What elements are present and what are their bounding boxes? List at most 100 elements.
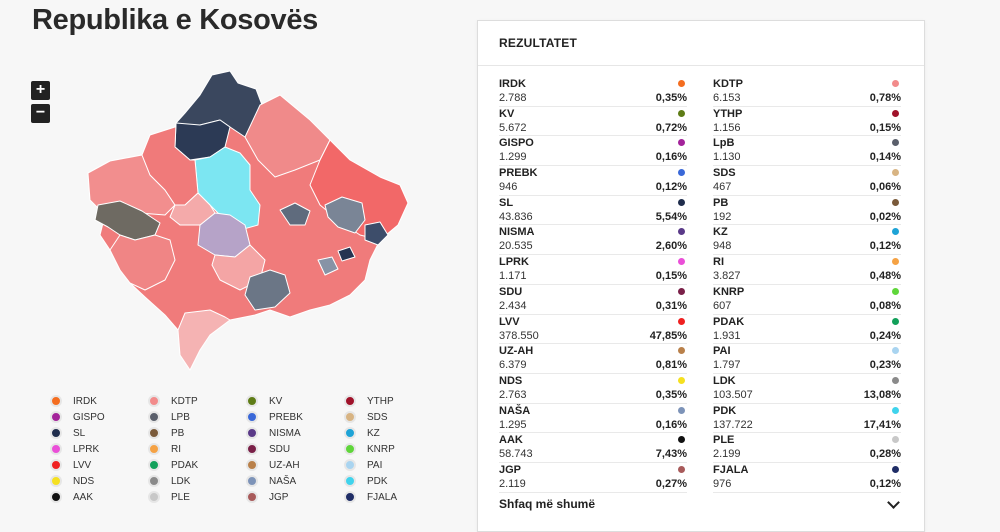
result-item: LVV 378.550 47,85% <box>499 315 687 345</box>
result-item: KDTP 6.153 0,78% <box>713 77 901 107</box>
legend-item[interactable]: KZ <box>344 425 442 441</box>
legend-item[interactable]: LPRK <box>50 441 148 457</box>
party-votes: 5.672 <box>499 121 527 134</box>
map-region-west-center[interactable] <box>141 122 199 206</box>
legend-item[interactable]: KNRP <box>344 441 442 457</box>
legend-label: PDK <box>367 475 388 487</box>
party-name: NDS <box>499 374 523 387</box>
legend-item[interactable]: FJALA <box>344 489 442 505</box>
legend-label: PB <box>171 427 185 439</box>
legend-color-dot <box>344 411 356 423</box>
legend-item[interactable]: SL <box>50 425 148 441</box>
legend-item[interactable]: NAŠA <box>246 473 344 489</box>
party-votes: 3.827 <box>713 270 741 283</box>
party-votes: 378.550 <box>499 329 539 342</box>
party-color-dot <box>892 258 899 266</box>
party-name: PAI <box>713 345 731 358</box>
legend-item[interactable]: LDK <box>148 473 246 489</box>
map-region-far-south[interactable] <box>177 309 231 371</box>
party-color-dot <box>892 139 899 147</box>
party-name: NISMA <box>499 226 535 239</box>
party-votes: 20.535 <box>499 240 533 253</box>
party-color-dot <box>678 317 685 325</box>
party-color-dot <box>678 436 685 444</box>
party-votes: 2.763 <box>499 388 527 401</box>
party-color-dot <box>892 169 899 177</box>
map-region-gray-south[interactable] <box>244 269 291 311</box>
legend-label: PAI <box>367 459 383 471</box>
party-name: PDK <box>713 404 737 417</box>
legend-item[interactable]: SDS <box>344 409 442 425</box>
legend-label: IRDK <box>73 395 97 407</box>
zoom-out-button[interactable]: − <box>31 104 50 123</box>
legend-color-dot <box>50 443 62 455</box>
legend-item[interactable]: PDK <box>344 473 442 489</box>
legend-color-dot <box>148 395 160 407</box>
result-item: PREBK 946 0,12% <box>499 166 687 196</box>
map-region-navy-small[interactable] <box>337 246 356 262</box>
legend-item[interactable]: PAI <box>344 457 442 473</box>
legend-item[interactable]: PLE <box>148 489 246 505</box>
legend-item[interactable]: NISMA <box>246 425 344 441</box>
legend-item[interactable]: YTHP <box>344 393 442 409</box>
map-region-southwest[interactable] <box>109 234 176 291</box>
party-percentage: 5,54% <box>655 210 687 223</box>
legend-item[interactable]: PREBK <box>246 409 344 425</box>
party-name: FJALA <box>713 463 749 476</box>
result-item: KZ 948 0,12% <box>713 225 901 256</box>
legend-item[interactable]: JGP <box>246 489 344 505</box>
legend-item[interactable]: RI <box>148 441 246 457</box>
party-percentage: 0,12% <box>869 240 901 253</box>
legend-color-dot <box>148 427 160 439</box>
map-region-navy-east[interactable] <box>364 221 389 246</box>
party-name: PB <box>713 196 729 209</box>
legend-color-dot <box>50 411 62 423</box>
legend-item[interactable]: IRDK <box>50 393 148 409</box>
legend-color-dot <box>50 459 62 471</box>
party-name: SDS <box>713 167 736 180</box>
results-panel: REZULTATET IRDK 2.788 0,35% KDTP 6.153 0,78% K… <box>477 20 925 532</box>
result-item: SDU 2.434 0,31% <box>499 285 687 315</box>
zoom-in-button[interactable]: + <box>31 81 50 100</box>
result-item: NDS 2.763 0,35% <box>499 374 687 404</box>
legend-item[interactable]: GISPO <box>50 409 148 425</box>
map-region-gray-east-2[interactable] <box>279 202 311 226</box>
legend-item[interactable]: UZ-AH <box>246 457 344 473</box>
legend-color-dot <box>246 411 258 423</box>
party-color-dot <box>892 109 899 117</box>
party-color-dot <box>892 80 899 87</box>
result-item: PLE 2.199 0,28% <box>713 433 901 463</box>
kosovo-municipalities-map[interactable] <box>80 65 420 375</box>
result-item: PDAK 1.931 0,24% <box>713 315 901 345</box>
legend-label: PLE <box>171 491 190 503</box>
party-votes: 1.931 <box>713 329 741 342</box>
party-percentage: 2,60% <box>655 240 687 253</box>
result-item: KNRP 607 0,08% <box>713 285 901 315</box>
result-item: NAŠA 1.295 0,16% <box>499 404 687 434</box>
party-percentage: 0,31% <box>655 299 687 312</box>
legend-item[interactable]: SDU <box>246 441 344 457</box>
legend-item[interactable]: PDAK <box>148 457 246 473</box>
legend-item[interactable]: KV <box>246 393 344 409</box>
map-region-gray-east[interactable] <box>324 196 366 234</box>
legend-item[interactable]: KDTP <box>148 393 246 409</box>
result-item: FJALA 976 0,12% <box>713 463 901 493</box>
legend-item[interactable]: PB <box>148 425 246 441</box>
party-votes: 1.130 <box>713 151 741 164</box>
party-name: AAK <box>499 434 523 447</box>
legend-item[interactable]: LVV <box>50 457 148 473</box>
legend-color-dot <box>344 459 356 471</box>
chevron-down-icon <box>887 495 900 509</box>
party-votes: 192 <box>713 210 732 223</box>
party-percentage: 0,14% <box>869 151 901 164</box>
map-region-gray-small[interactable] <box>317 256 339 276</box>
legend-label: PREBK <box>269 411 303 423</box>
party-percentage: 0,02% <box>869 210 901 223</box>
result-item: IRDK 2.788 0,35% <box>499 77 687 107</box>
legend-item[interactable]: NDS <box>50 473 148 489</box>
show-more-button[interactable]: Shfaq më shumë <box>499 495 902 511</box>
show-more-label: Shfaq më shumë <box>499 497 596 511</box>
map-region-center-light[interactable] <box>169 192 216 226</box>
legend-item[interactable]: AAK <box>50 489 148 505</box>
legend-item[interactable]: LPB <box>148 409 246 425</box>
